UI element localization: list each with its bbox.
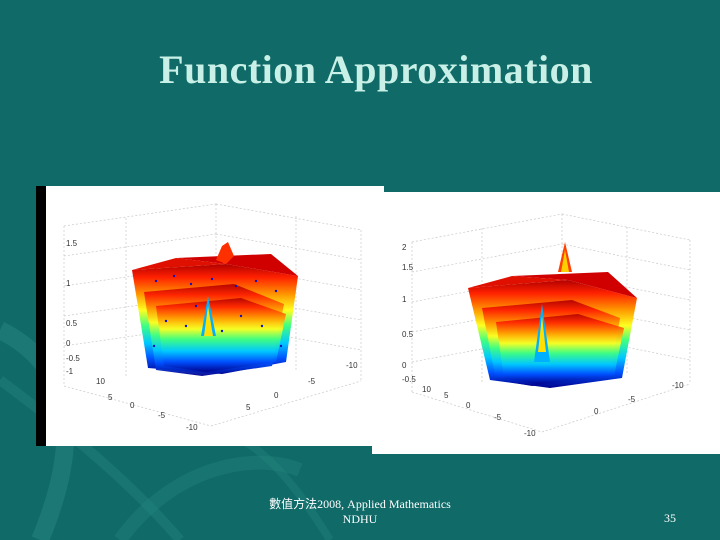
plot-left-x-tick: -10 [346,361,358,370]
plot-left-y-tick: 10 [96,377,105,386]
plot-right-y-tick: 5 [444,391,449,400]
plot-left-edge [36,186,46,446]
surface-plot-left-svg: 1.5 1 0.5 0 -0.5 -1 10 5 0 -5 -10 5 0 -5… [63,203,362,432]
plot-right-y-tick: -10 [524,429,536,438]
plot-right-y-tick: 0 [466,401,471,410]
plot-right-z-tick: -0.5 [402,375,416,384]
plot-right-z-tick: 1 [402,295,407,304]
plot-right-y-tick: 10 [422,385,431,394]
footer-institution-line: NDHU [342,512,378,526]
plot-right-z-tick: 1.5 [402,263,414,272]
plot-left-x-tick: -5 [308,377,316,386]
plot-left-x-tick: 5 [246,403,251,412]
plot-right-z-tick: 0.5 [402,330,414,339]
plot-left-x-tick: 0 [274,391,279,400]
surface-plot-left: 1.5 1 0.5 0 -0.5 -1 10 5 0 -5 -10 5 0 -5… [36,186,384,446]
plot-right-z-tick: 0 [402,361,407,370]
slide-title: Function Approximation [159,47,593,92]
page-number: 35 [664,511,676,525]
surface-plot-right: 2 1.5 1 0.5 0 -0.5 10 5 0 -5 -10 0 -5 -1… [372,192,720,454]
plot-left-z-tick: -0.5 [66,354,80,363]
plot-right-z-tick: 2 [402,243,407,252]
surface-plot-right-svg: 2 1.5 1 0.5 0 -0.5 10 5 0 -5 -10 0 -5 -1… [402,213,691,438]
plot-right-x-tick: -10 [672,381,684,390]
plot-left-z-tick: -1 [66,367,74,376]
slide-footer: 數值方法2008, Applied Mathematics NDHU [240,497,480,527]
plot-left-z-tick: 1.5 [66,239,78,248]
plot-left-y-tick: 0 [130,401,135,410]
plot-right-y-tick: -5 [494,413,502,422]
plot-left-z-tick: 0 [66,339,71,348]
footer-course-line: 數值方法2008, Applied Mathematics [269,497,451,511]
plot-left-z-tick: 0.5 [66,319,78,328]
plot-left-data-dots [152,274,283,348]
plot-right-x-tick: 0 [594,407,599,416]
plot-left-y-tick: 5 [108,393,113,402]
plot-right-x-tick: -5 [628,395,636,404]
plot-left-y-tick: -10 [186,423,198,432]
plot-left-z-tick: 1 [66,279,71,288]
plot-left-surface [132,242,298,376]
plot-right-surface [468,242,637,388]
plot-left-y-tick: -5 [158,411,166,420]
